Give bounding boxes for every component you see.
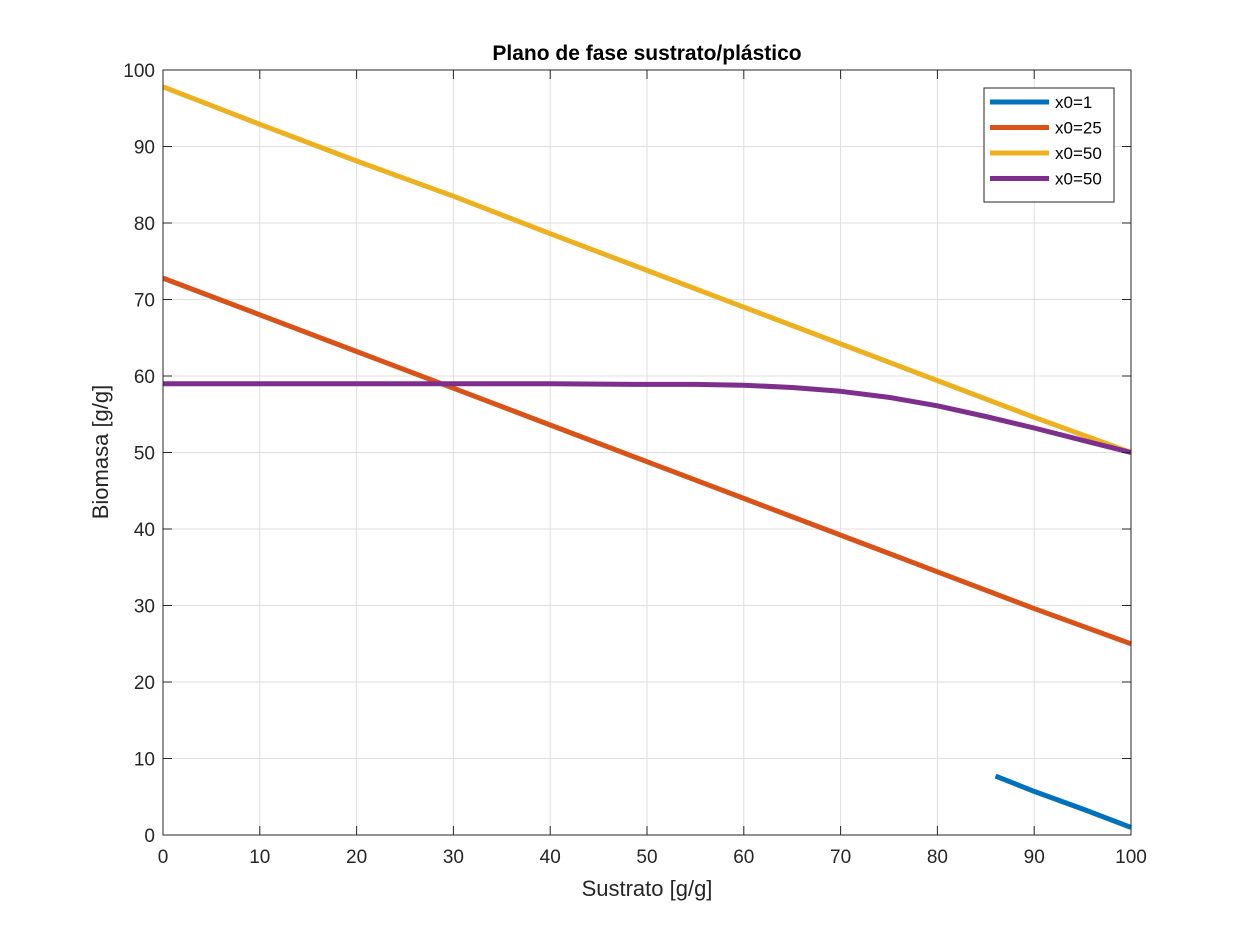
legend-label-1: x0=1 <box>1055 93 1092 112</box>
y-tick-label: 40 <box>134 520 155 541</box>
y-tick-label: 20 <box>134 673 155 694</box>
y-tick-label: 90 <box>134 138 155 159</box>
y-tick-label: 50 <box>134 444 155 465</box>
series-line-4 <box>163 381 1132 455</box>
x-tick-label: 20 <box>346 847 367 868</box>
y-axis-label: Biomasa [g/g] <box>88 385 113 520</box>
y-tick-label: 100 <box>123 61 155 82</box>
legend-label-3: x0=50 <box>1055 144 1102 163</box>
x-tick-label: 60 <box>733 847 754 868</box>
legend-label-4: x0=50 <box>1055 170 1102 189</box>
x-tick-label: 10 <box>249 847 270 868</box>
y-tick-label: 30 <box>134 597 155 618</box>
x-tick-label: 80 <box>927 847 948 868</box>
series-line-3 <box>162 84 1132 455</box>
chart-title: Plano de fase sustrato/plástico <box>492 42 801 65</box>
x-axis-label: Sustrato [g/g] <box>582 876 713 901</box>
series-line-1 <box>994 773 1132 830</box>
series-layer <box>162 84 1132 830</box>
x-tick-label: 40 <box>540 847 561 868</box>
y-tick-label: 80 <box>134 214 155 235</box>
x-tick-label: 100 <box>1115 847 1147 868</box>
y-tick-label: 70 <box>134 291 155 312</box>
x-tick-label: 70 <box>830 847 851 868</box>
y-tick-label: 60 <box>134 367 155 388</box>
series-line-2 <box>162 275 1132 647</box>
legend-box <box>983 87 1115 203</box>
x-tick-label: 50 <box>636 847 657 868</box>
legend-label-2: x0=25 <box>1055 119 1102 138</box>
x-tick-label: 0 <box>158 847 169 868</box>
legend: x0=1 x0=25 x0=50 x0=50 <box>983 87 1115 203</box>
y-tick-label: 10 <box>134 750 155 771</box>
y-tick-label: 0 <box>144 826 155 847</box>
x-tick-label: 90 <box>1024 847 1045 868</box>
axis-ticks: 0 10 20 30 40 50 60 70 80 90 100 0 10 20 30 40 50 60 70 80 9… <box>123 61 1147 868</box>
x-tick-label: 30 <box>443 847 464 868</box>
